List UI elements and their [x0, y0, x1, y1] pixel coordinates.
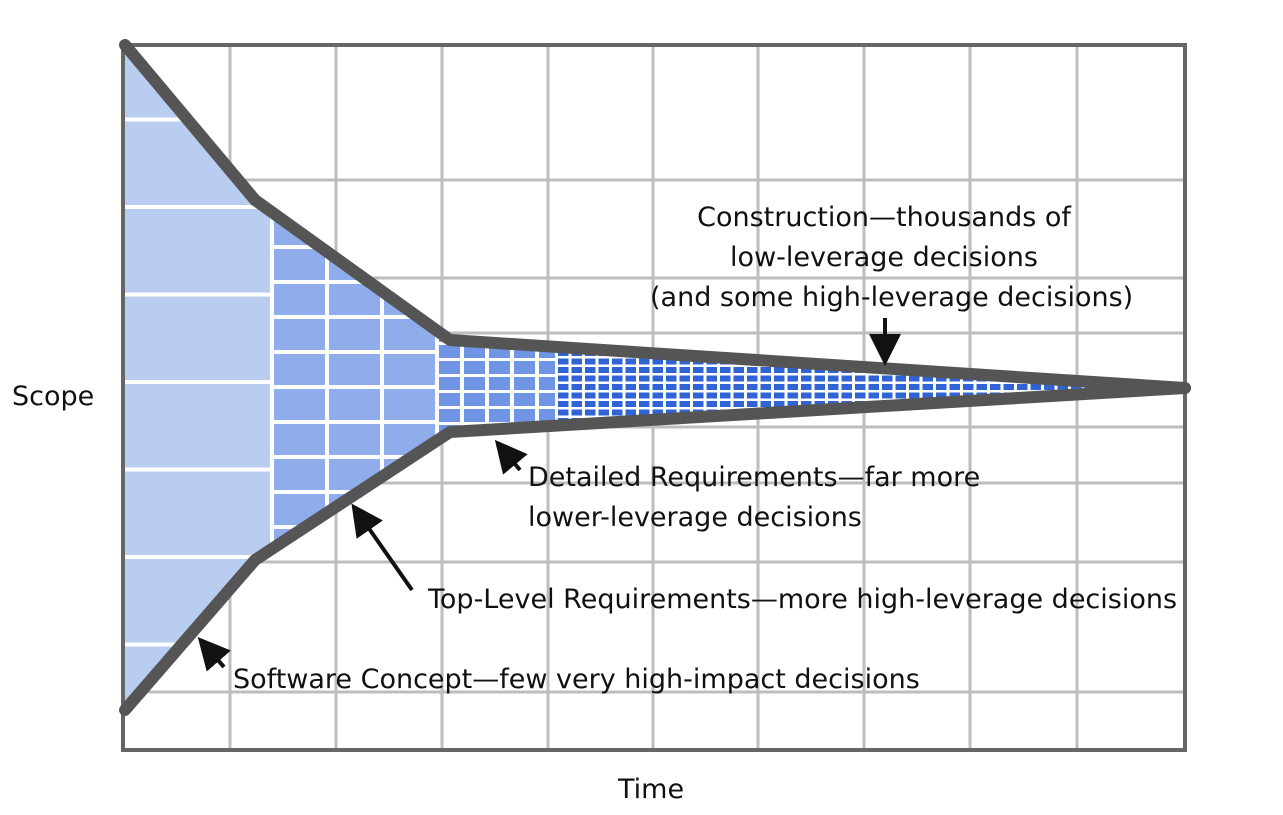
top-level-requirements-arrow: [351, 503, 414, 592]
detailed-requirements-label-line: Detailed Requirements—far more: [528, 462, 981, 493]
construction-label-line: Construction—thousands of: [697, 202, 1071, 233]
detailed-requirements-arrow: [494, 439, 528, 475]
detailed-requirements-label-line: lower-leverage decisions: [528, 502, 862, 533]
software-concept-arrow: [197, 636, 231, 672]
construction-label-line: (and some high-leverage decisions): [650, 282, 1134, 313]
construction-label: Construction—thousands of low-leverage d…: [650, 198, 1134, 318]
software-concept-label: Software Concept—few very high-impact de…: [233, 664, 920, 695]
x-axis-label: Time: [618, 774, 685, 805]
top-level-requirements-label: Top-Level Requirements—more high-leverag…: [428, 584, 1178, 615]
construction-label-line: low-leverage decisions: [730, 242, 1038, 273]
funnel-lower-outline: [119, 382, 1191, 716]
y-axis-label: Scope: [12, 381, 95, 412]
plot-frame: [121, 43, 1187, 752]
funnel-upper-outline: [119, 39, 1191, 394]
top-level-requirements-region: [270, 45, 435, 710]
detailed-requirements-label: Detailed Requirements—far more lower-lev…: [528, 458, 980, 538]
